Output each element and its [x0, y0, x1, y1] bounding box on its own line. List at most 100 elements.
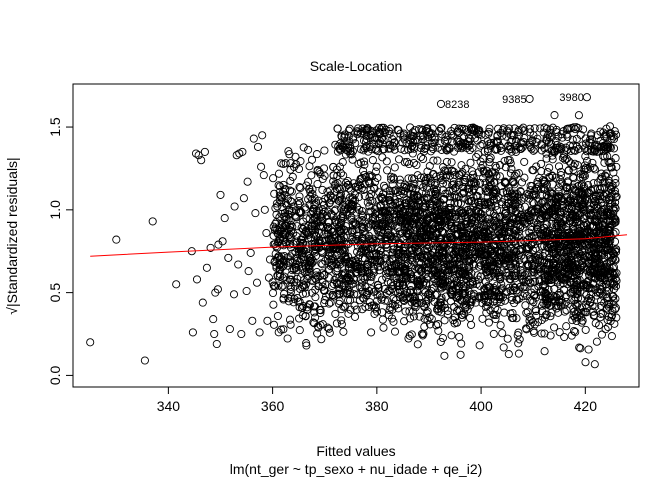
data-point [599, 191, 608, 200]
data-point [609, 296, 618, 305]
data-point [556, 167, 566, 176]
data-point [316, 239, 325, 248]
data-point [474, 223, 483, 232]
data-point [292, 266, 301, 275]
data-point [596, 272, 605, 282]
data-point [516, 247, 525, 256]
data-point [499, 343, 508, 352]
data-point [587, 135, 596, 144]
data-point [499, 241, 508, 250]
data-point [496, 275, 505, 284]
data-point [357, 210, 366, 219]
data-point [547, 295, 556, 304]
data-point [584, 270, 594, 279]
data-point [359, 136, 369, 145]
data-point [310, 308, 319, 317]
data-point [517, 144, 526, 153]
data-point [313, 179, 322, 189]
data-point [192, 275, 202, 284]
data-point [339, 327, 348, 336]
data-point [424, 289, 433, 299]
data-point [558, 179, 567, 188]
data-point [367, 207, 376, 216]
data-point [308, 195, 317, 204]
data-point [148, 217, 157, 226]
data-point [279, 159, 288, 169]
data-point [556, 219, 565, 228]
data-point [415, 279, 424, 288]
data-point [448, 261, 458, 270]
data-point [381, 236, 390, 245]
data-point [492, 292, 501, 301]
data-point [542, 191, 551, 200]
data-point [324, 324, 334, 333]
data-point [368, 220, 377, 229]
data-point [335, 162, 344, 171]
data-point [339, 302, 348, 311]
data-point [544, 229, 553, 238]
data-point [279, 180, 288, 189]
data-point [582, 265, 591, 275]
data-point [376, 227, 385, 237]
data-point [285, 206, 294, 215]
data-point [319, 200, 329, 209]
data-point [552, 198, 561, 207]
data-point [476, 272, 485, 281]
data-point [455, 332, 464, 342]
data-point [478, 214, 487, 223]
data-point [576, 344, 585, 353]
data-point [422, 244, 431, 253]
data-point [484, 318, 493, 327]
data-point [580, 222, 589, 231]
data-point [326, 298, 335, 307]
data-point [488, 192, 498, 201]
data-point [316, 308, 325, 317]
data-point [380, 254, 389, 263]
data-point [608, 255, 617, 264]
data-point [258, 131, 267, 140]
data-point [248, 316, 257, 325]
data-point [609, 144, 619, 153]
data-point [604, 176, 614, 185]
data-point [417, 329, 427, 338]
data-point [371, 167, 380, 176]
data-point [244, 267, 253, 276]
data-point [577, 261, 586, 270]
data-point [350, 290, 359, 299]
data-point [510, 283, 519, 292]
data-point [607, 312, 616, 321]
data-point [478, 314, 487, 323]
data-point [274, 237, 283, 246]
data-point [457, 222, 466, 231]
data-point [568, 135, 577, 144]
data-point [445, 239, 454, 248]
data-point [318, 216, 327, 225]
data-point [509, 238, 518, 247]
data-point [516, 186, 525, 196]
data-point [555, 328, 564, 337]
data-point [558, 254, 567, 263]
data-point [353, 264, 362, 273]
data-point [587, 147, 596, 156]
x-tick-label: 380 [365, 398, 389, 414]
data-point [508, 249, 517, 258]
data-point [298, 249, 307, 258]
data-point [210, 329, 219, 339]
data-point [303, 272, 312, 281]
data-point [331, 205, 340, 214]
data-point [561, 143, 570, 152]
data-point [359, 146, 368, 155]
data-point [366, 255, 375, 264]
data-point [278, 193, 287, 202]
data-point [416, 152, 426, 162]
data-point [566, 217, 575, 226]
data-point [490, 168, 499, 177]
data-point [587, 284, 596, 293]
data-point [558, 298, 567, 307]
data-point [527, 268, 536, 277]
data-point [332, 319, 341, 328]
data-point [383, 209, 392, 218]
data-point [600, 274, 609, 283]
data-point [572, 316, 581, 326]
data-point [292, 253, 301, 262]
